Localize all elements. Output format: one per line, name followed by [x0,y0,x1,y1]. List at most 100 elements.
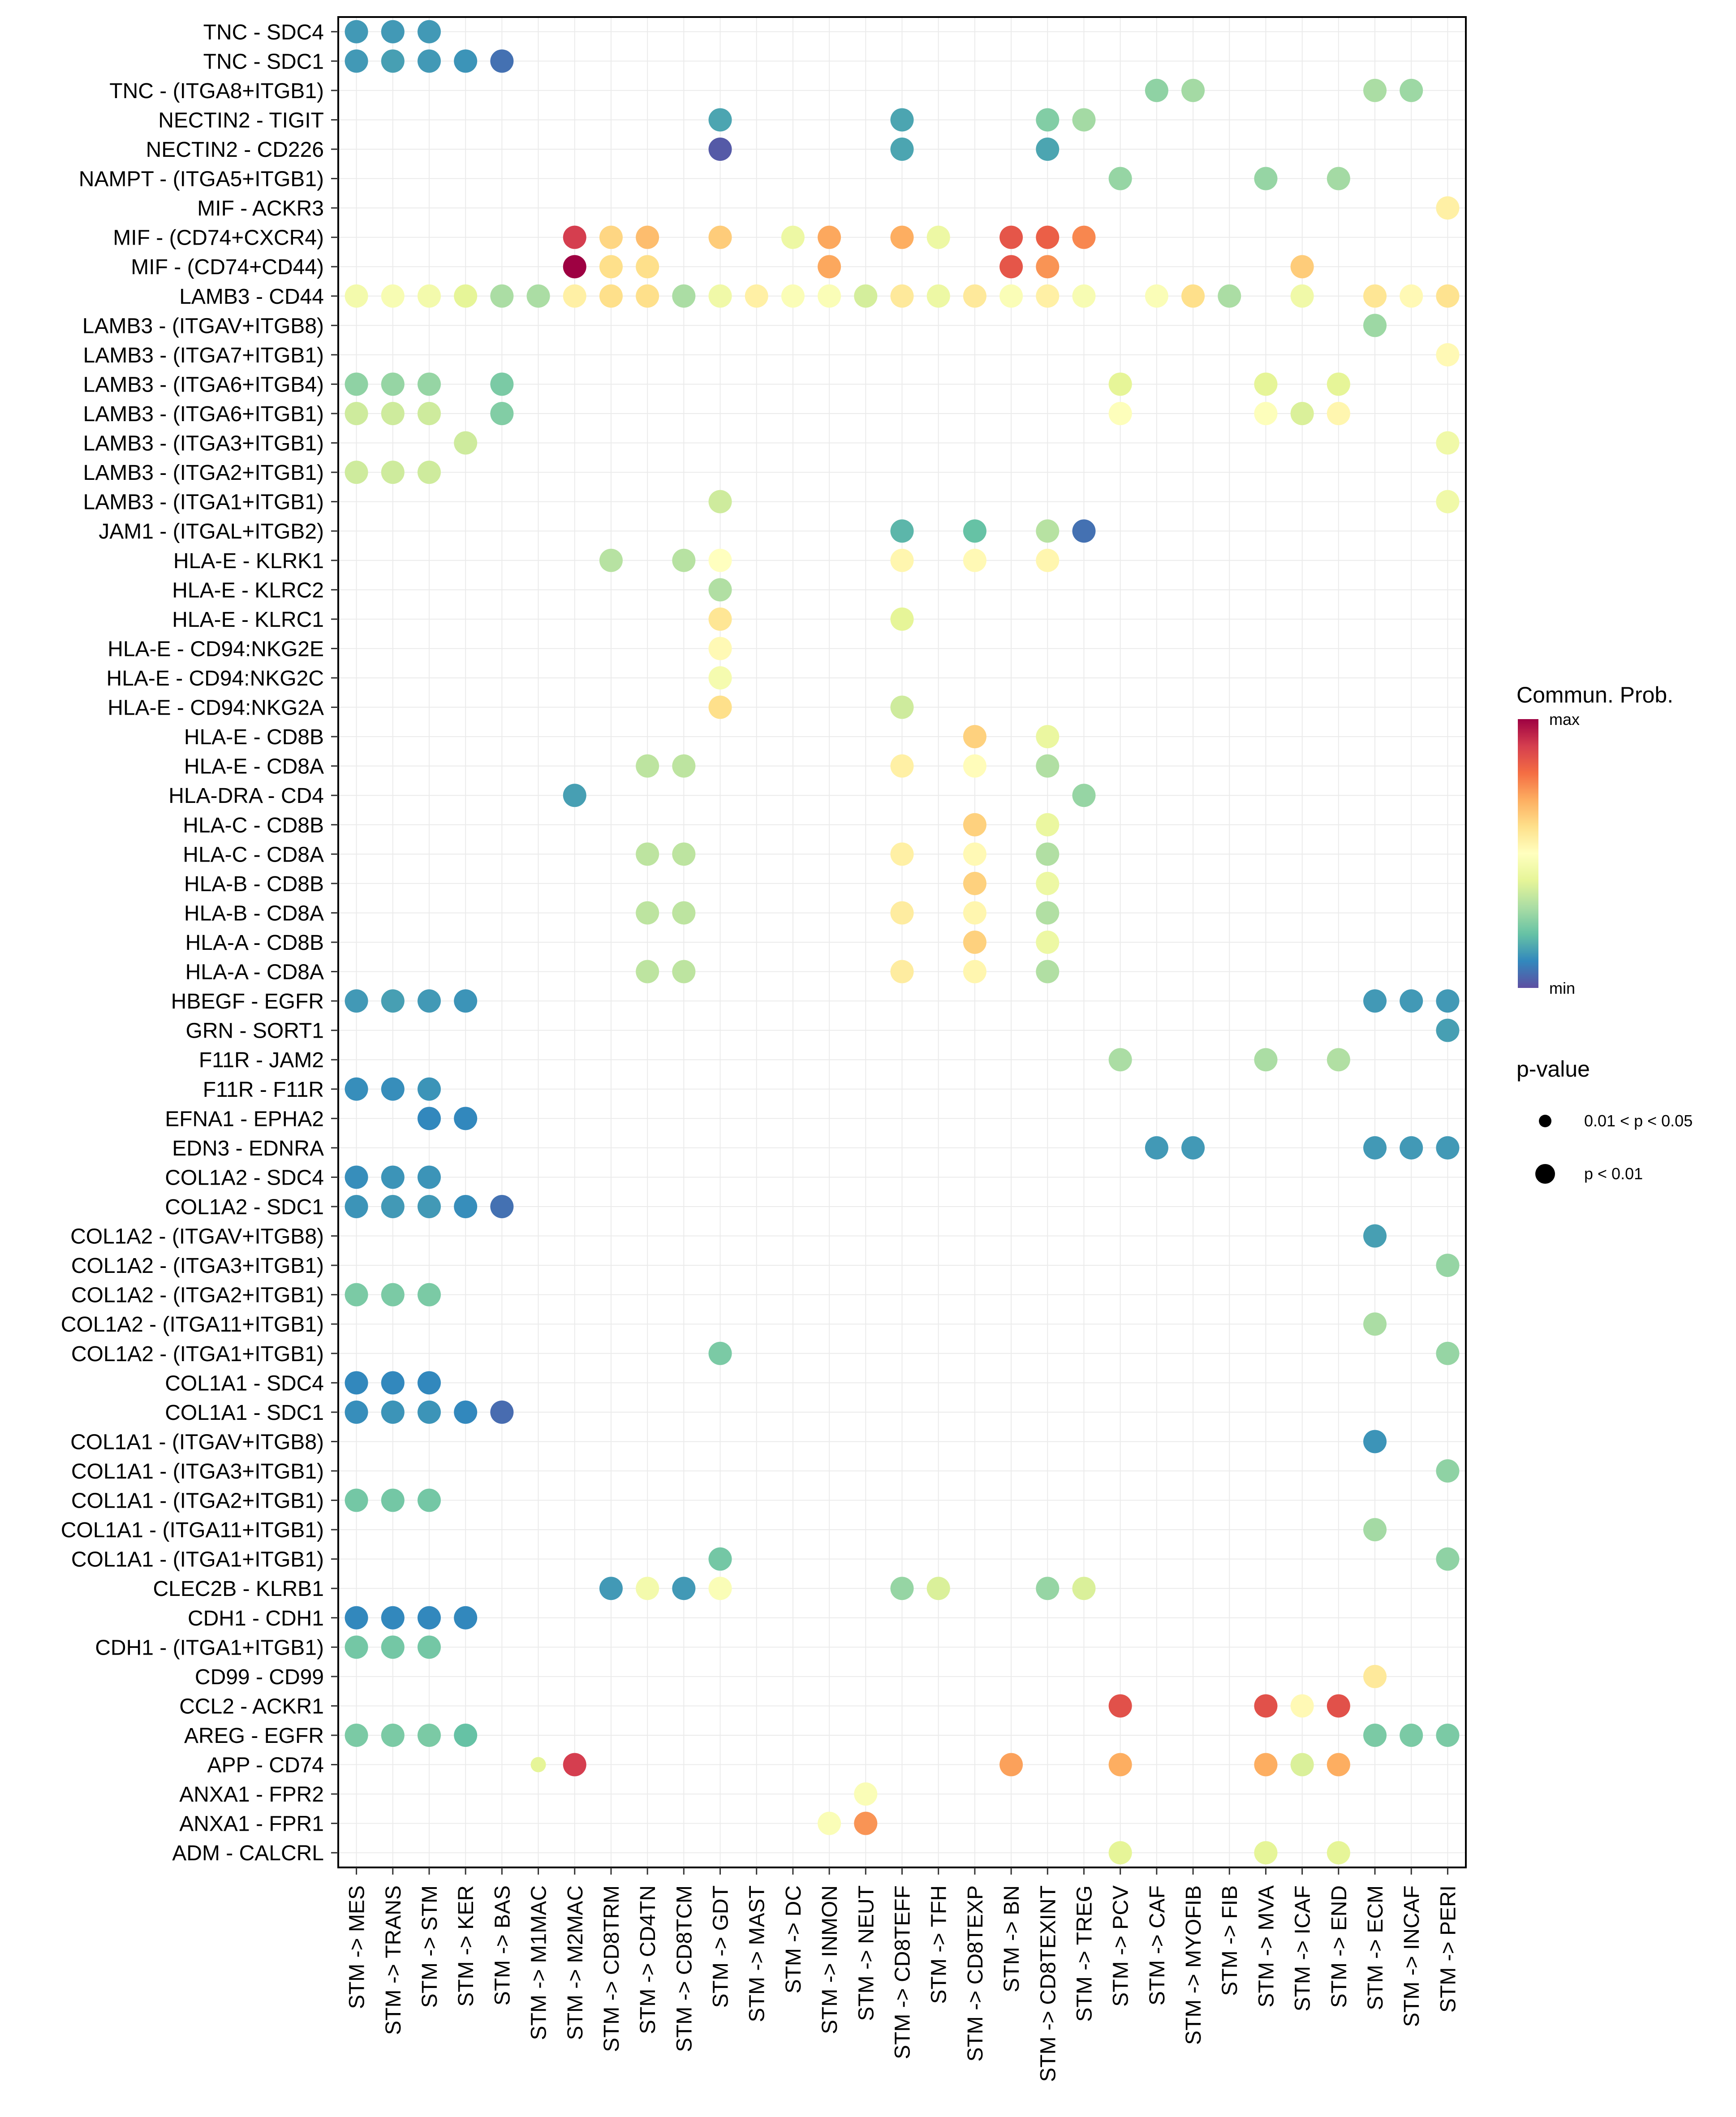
data-point [672,901,696,925]
y-tick-label: NECTIN2 - CD226 [146,138,324,162]
data-point [381,1195,405,1218]
y-tick-label: LAMB3 - (ITGA6+ITGB4) [83,373,324,397]
y-tick-label: CDH1 - CDH1 [188,1607,324,1630]
data-point [1400,989,1423,1013]
y-tick-label: HLA-E - CD94:NKG2C [107,667,324,690]
y-tick-label: COL1A2 - (ITGA2+ITGB1) [71,1284,324,1307]
data-point [1072,225,1096,249]
data-point [345,1165,368,1189]
data-point [926,1577,950,1600]
x-tick-label: STM -> M2MAC [564,1885,587,2040]
data-point [1036,138,1060,161]
data-point [1072,519,1096,543]
data-point [708,490,732,513]
data-point [672,754,696,778]
data-point [490,402,514,425]
x-tick-label: STM -> INCAF [1400,1885,1424,2027]
x-tick-label: STM -> NEUT [854,1885,878,2021]
data-point [1363,78,1387,102]
data-point [1036,725,1060,749]
data-point [417,1371,441,1395]
data-point [345,1195,368,1218]
data-point [1327,1048,1350,1072]
data-point [1145,284,1168,308]
data-point [563,255,586,279]
data-point [1290,1694,1314,1718]
y-tick-label: LAMB3 - (ITGA3+ITGB1) [83,432,324,456]
data-point [381,1635,405,1659]
data-point [1254,1753,1278,1776]
y-tick-label: COL1A1 - (ITGA11+ITGB1) [61,1518,324,1542]
data-point [1145,78,1168,102]
y-tick-label: LAMB3 - (ITGA6+ITGB1) [83,402,324,426]
data-point [345,989,368,1013]
size-key-large-label: p < 0.01 [1584,1164,1643,1183]
data-point [490,49,514,73]
data-point [999,255,1023,279]
data-point [345,372,368,396]
data-point [563,784,586,807]
y-tick-label: GRN - SORT1 [186,1019,324,1043]
data-point [999,1753,1023,1776]
data-point [1436,1136,1460,1160]
y-tick-label: AREG - EGFR [184,1724,324,1748]
data-point [890,901,914,925]
data-point [1363,1518,1387,1542]
data-point [1108,402,1132,425]
x-tick-label: STM -> CD8TRM [600,1885,624,2052]
data-point [1436,1341,1460,1365]
data-point [563,1753,586,1776]
data-point [490,372,514,396]
data-point [636,960,659,983]
data-point [1108,1694,1132,1718]
data-point [926,225,950,249]
data-point [1363,1312,1387,1336]
data-point [345,20,368,43]
data-point [381,1606,405,1630]
data-point [854,1782,878,1806]
data-point [818,225,841,249]
x-tick-label: STM -> M1MAC [527,1885,551,2040]
y-tick-label: HLA-B - CD8B [184,872,324,896]
y-tick-label: NECTIN2 - TIGIT [158,108,324,132]
data-point [890,842,914,866]
data-point [963,931,986,954]
data-point [963,548,986,572]
y-tick-label: COL1A2 - (ITGA3+ITGB1) [71,1254,324,1278]
y-tick-label: CDH1 - (ITGA1+ITGB1) [95,1636,324,1660]
x-tick-label: STM -> MYOFIB [1182,1885,1206,2045]
data-point [417,1283,441,1306]
data-point [1254,1048,1278,1072]
x-tick-label: STM -> CD8TCM [672,1885,696,2052]
data-point [1181,1136,1205,1160]
data-point [490,284,514,308]
data-point [345,1400,368,1424]
data-point [454,431,478,455]
y-tick-label: ADM - CALCRL [172,1841,324,1865]
data-point [417,402,441,425]
data-point [708,108,732,132]
data-point [381,1400,405,1424]
data-point [1363,1224,1387,1248]
data-point [599,225,623,249]
y-tick-label: HLA-E - CD94:NKG2A [108,696,324,720]
data-point [1436,989,1460,1013]
data-point [963,754,986,778]
data-point [708,138,732,161]
data-point [454,1195,478,1218]
data-point [1108,1753,1132,1776]
data-point [890,548,914,572]
y-tick-label: EFNA1 - EPHA2 [165,1107,324,1131]
x-tick-label: STM -> PCV [1109,1885,1133,2007]
y-tick-label: NAMPT - (ITGA5+ITGB1) [79,168,324,191]
data-point [999,284,1023,308]
data-point [636,1577,659,1600]
data-point [745,284,768,308]
data-point [636,901,659,925]
data-point [708,1577,732,1600]
data-point [963,871,986,895]
x-tick-label: STM -> MES [345,1885,369,2009]
y-tick-label: HLA-A - CD8B [185,931,324,955]
y-tick-label: EDN3 - EDNRA [172,1137,324,1160]
data-point [672,1577,696,1600]
